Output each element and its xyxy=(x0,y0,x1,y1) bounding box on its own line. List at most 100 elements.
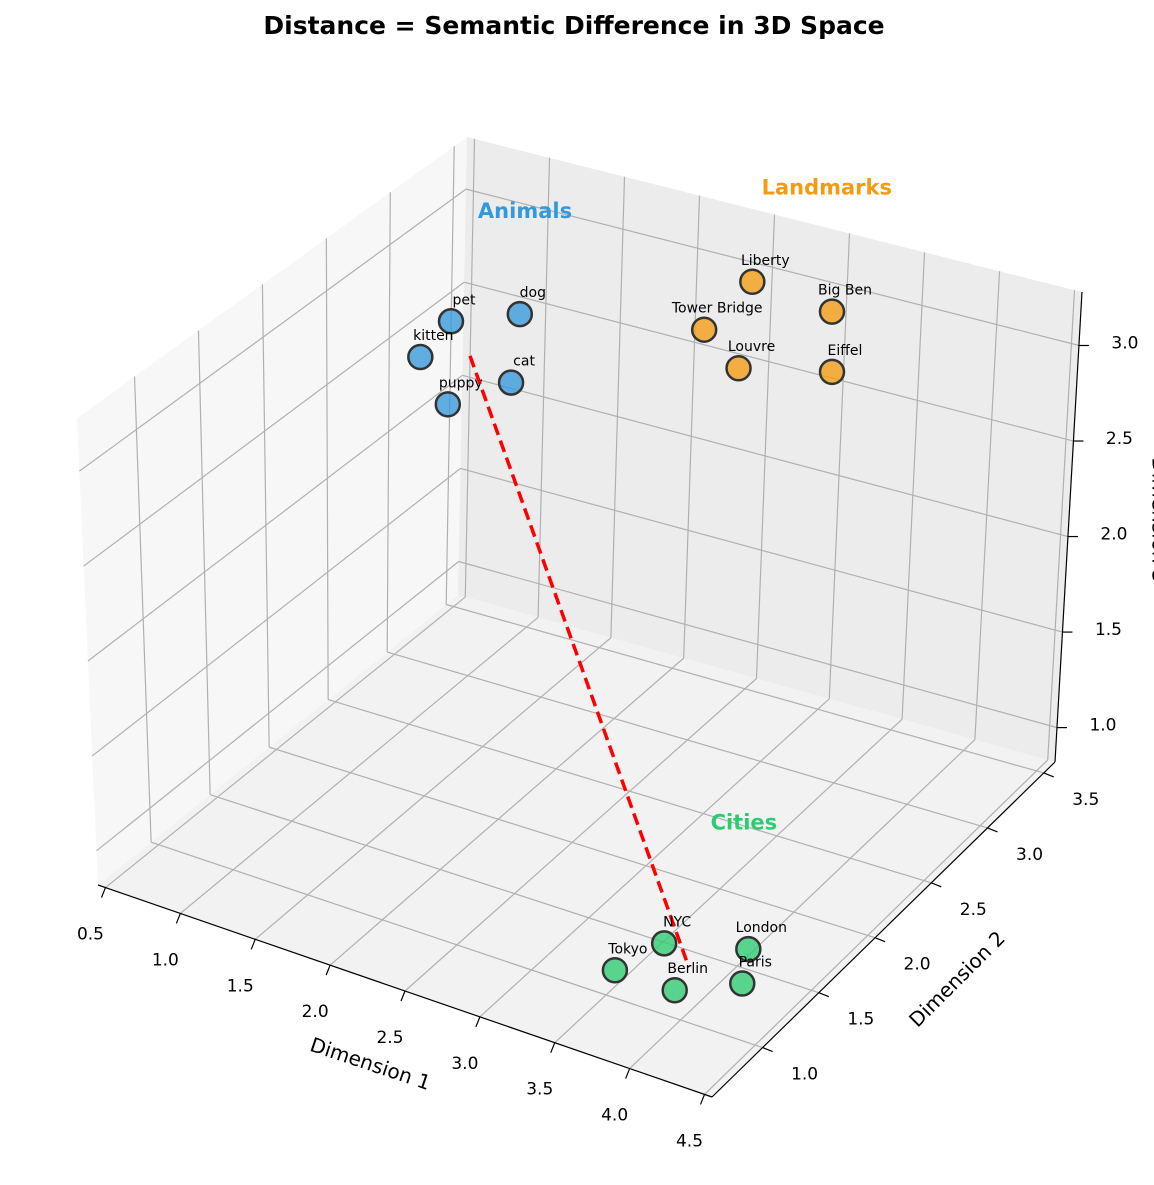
grid-line xyxy=(386,192,391,653)
x-tick-label: 2.5 xyxy=(376,1028,403,1048)
point xyxy=(818,298,846,325)
point xyxy=(407,343,434,371)
grid-line xyxy=(404,678,757,992)
point xyxy=(739,268,766,296)
point-label: Louvre xyxy=(728,339,775,355)
cluster-label: Animals xyxy=(478,199,572,223)
x-tick-label: 0.5 xyxy=(77,925,104,945)
point xyxy=(650,930,678,957)
grid-line xyxy=(554,718,903,1044)
y-tick-label: 3.5 xyxy=(1072,790,1099,810)
point xyxy=(437,308,465,335)
grid-line xyxy=(901,252,926,720)
tick-mark xyxy=(987,827,998,833)
x-axis-title: Dimension 1 xyxy=(307,1032,434,1095)
point-label: cat xyxy=(513,354,535,370)
grid-line xyxy=(465,188,1080,347)
grid-line xyxy=(445,146,455,605)
grid-line xyxy=(105,596,466,889)
grid-line xyxy=(610,176,626,638)
grid-line xyxy=(1047,290,1076,760)
pane-back xyxy=(458,137,1082,762)
point-label: Tokyo xyxy=(607,941,647,957)
grid-line xyxy=(458,560,1058,729)
grid-line xyxy=(828,233,851,699)
pane-left xyxy=(77,137,467,885)
point-label: Paris xyxy=(739,955,772,971)
axis-line xyxy=(1054,291,1083,763)
tick-mark xyxy=(1043,772,1054,778)
grid-line xyxy=(179,616,539,914)
centroid-line xyxy=(468,355,691,968)
point-label: Tower Bridge xyxy=(671,301,763,317)
tick-mark xyxy=(475,1016,481,1028)
x-tick-label: 3.5 xyxy=(526,1080,553,1100)
tick-mark xyxy=(400,990,406,1002)
point-label: dog xyxy=(520,285,546,301)
point xyxy=(690,316,718,343)
grid-line xyxy=(325,238,329,700)
tick-mark xyxy=(325,964,331,976)
point xyxy=(497,369,525,396)
x-tick-label: 2.0 xyxy=(302,1002,329,1022)
point xyxy=(601,957,629,984)
grid-line xyxy=(91,467,461,757)
point xyxy=(735,935,762,963)
grid-line xyxy=(327,699,932,884)
axis-line xyxy=(711,761,1056,1098)
cluster-label: Landmarks xyxy=(762,176,892,200)
grid-line xyxy=(96,561,460,852)
y-tick-label: 1.0 xyxy=(791,1065,818,1085)
grid-line xyxy=(464,138,476,598)
x-tick-label: 1.0 xyxy=(152,950,179,970)
point-label: Berlin xyxy=(667,961,708,977)
grid-line xyxy=(387,651,988,829)
point xyxy=(725,354,752,382)
grid-line xyxy=(974,271,1001,740)
tick-mark xyxy=(931,882,942,888)
chart-title: Distance = Semantic Difference in 3D Spa… xyxy=(263,11,884,40)
point-label: NYC xyxy=(663,914,691,930)
cluster-label: Cities xyxy=(711,810,778,834)
tick-mark xyxy=(762,1047,773,1053)
grid-line xyxy=(683,195,701,659)
grid-line xyxy=(629,739,976,1069)
z-tick-label: 1.5 xyxy=(1095,620,1122,640)
point xyxy=(506,300,534,328)
tick-mark xyxy=(625,1068,631,1079)
grid-line xyxy=(209,794,820,994)
y-tick-label: 2.5 xyxy=(960,900,987,920)
point-label: kitten xyxy=(413,328,453,344)
y-tick-label: 1.5 xyxy=(847,1010,874,1030)
grid-line xyxy=(83,281,465,567)
y-axis-title: Dimension 2 xyxy=(904,926,1010,1032)
point-label: Liberty xyxy=(741,253,790,269)
x-tick-label: 4.5 xyxy=(676,1131,703,1151)
z-tick-label: 1.0 xyxy=(1089,716,1116,736)
axis-line xyxy=(97,884,713,1098)
tick-mark xyxy=(818,992,830,998)
grid-line xyxy=(537,157,551,618)
grid-line xyxy=(268,746,876,939)
grid-line xyxy=(150,841,763,1049)
grid-line xyxy=(463,281,1074,442)
grid-line xyxy=(87,374,463,662)
grid-line xyxy=(462,374,1069,538)
point-label: puppy xyxy=(439,375,483,391)
grid-line xyxy=(261,284,270,748)
grid-line xyxy=(79,188,467,472)
point-label: Big Ben xyxy=(818,283,872,299)
grid-line xyxy=(479,698,830,1018)
point xyxy=(434,391,462,418)
tick-mark xyxy=(175,913,181,924)
point xyxy=(661,976,688,1004)
grid-line xyxy=(446,603,1044,774)
tick-mark xyxy=(699,1094,706,1105)
y-tick-label: 2.0 xyxy=(904,955,931,975)
x-tick-label: 4.0 xyxy=(601,1106,628,1126)
z-tick-label: 3.0 xyxy=(1111,333,1138,353)
tick-mark xyxy=(874,937,886,943)
point-label: pet xyxy=(452,292,476,308)
grid-line xyxy=(460,467,1063,633)
